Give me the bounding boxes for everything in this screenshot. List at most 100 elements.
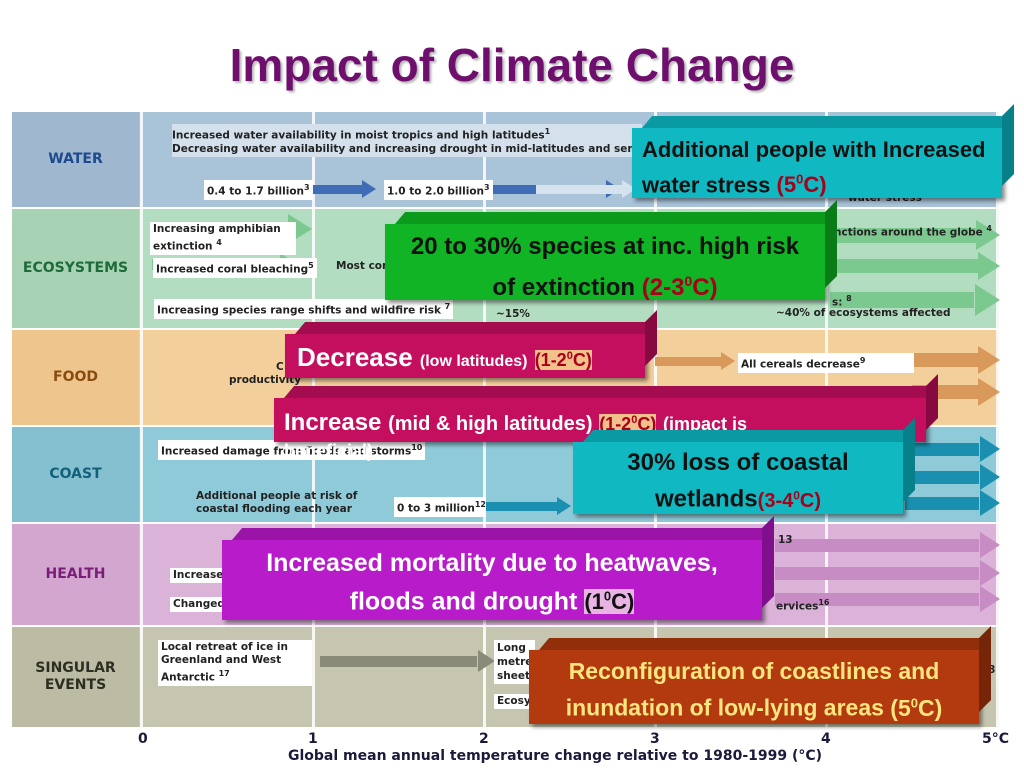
sector-label-food: FOOD (12, 330, 139, 425)
callout-coast-face: 30% loss of coastal wetlands(3-40C) (573, 442, 903, 514)
callout-singular-top (539, 638, 992, 650)
sector-label-coast: COAST (12, 427, 139, 522)
impact-arrow (905, 464, 1000, 490)
callout-food-dec-top (295, 322, 658, 334)
impact-arrow (905, 490, 1000, 516)
arrow-head-icon (980, 464, 1000, 490)
arrow-shaft (486, 501, 557, 511)
arrow-head-icon (478, 650, 495, 672)
eco-coral-text: Increased coral bleaching5 (153, 258, 317, 278)
impact-arrow (536, 180, 636, 198)
coast-damage-text: Increased damage from floods and storms1… (158, 440, 426, 460)
arrow-head-icon (978, 346, 1000, 374)
arrow-head-icon (980, 560, 1000, 586)
impact-arrow (830, 284, 1000, 316)
singular-long-text: Long metre sheet (494, 640, 536, 684)
impact-arrow (296, 180, 376, 198)
impact-arrow (775, 560, 1000, 586)
axis-tick-4: 4 (821, 731, 831, 747)
eco-coral-text-2: Most cor (336, 260, 388, 272)
arrow-head-icon (721, 352, 735, 370)
arrow-shaft (912, 353, 978, 367)
arrow-head-icon (978, 252, 1000, 280)
callout-water-stress: Additional people with Increased water s… (632, 104, 1015, 198)
health-text-1: Increase (170, 568, 227, 583)
arrow-head-icon (976, 220, 1000, 250)
axis-tick-2: 2 (479, 731, 489, 747)
water-impact-text-1: Increased water availability in moist tr… (172, 124, 642, 157)
arrow-head-icon (980, 532, 1000, 558)
arrow-shaft (830, 292, 975, 308)
water-range-2: 1.0 to 2.0 billion3 (384, 180, 493, 200)
arrow-head-icon (978, 378, 1000, 406)
water-range-1: 0.4 to 1.7 billion3 (204, 180, 313, 200)
axis-tick-0: 0 (138, 731, 148, 747)
impact-arrow (775, 586, 1000, 612)
axis-tick-5: 5°C (982, 731, 1010, 747)
impact-arrow (912, 346, 1000, 374)
callout-health-face: Increased mortality due to heatwaves, flo… (222, 540, 762, 620)
eco-right-text-2: s: 8 (832, 294, 852, 309)
arrow-shaft (775, 538, 980, 552)
sector-label-singular-events: SINGULAR EVENTS (12, 627, 139, 727)
arrow-head-icon (557, 497, 571, 515)
impact-arrow (775, 532, 1000, 558)
callout-singular-side (979, 626, 991, 712)
arrow-head-icon (975, 284, 1000, 316)
eco-right-text-1: nctions around the globe 4 (834, 224, 992, 239)
callout-health-top (232, 528, 775, 540)
callout-water-face: Additional people with Increased water s… (632, 128, 1002, 198)
eco-pct-15: ~15% (496, 308, 530, 320)
arrow-shaft (830, 259, 978, 273)
coast-people-text: Additional people at risk of coastal flo… (196, 490, 358, 515)
callout-eco-side (825, 200, 837, 288)
callout-food-inc-top (284, 386, 939, 398)
callout-singular-coastlines: Reconfiguration of coastlines and inundat… (529, 626, 992, 724)
singular-eco-text: Ecosy (494, 694, 534, 709)
arrow-shaft (905, 496, 980, 510)
arrow-head-icon (362, 180, 376, 198)
gridline-0 (140, 112, 143, 727)
callout-coast-side (903, 418, 915, 502)
callout-food-increase-overflow: beneficial) (284, 441, 374, 461)
callout-water-top (642, 116, 1015, 128)
coast-range-text: 0 to 3 million12 (394, 497, 486, 517)
eco-amphibian-text: Increasing amphibian extinction 4 (150, 222, 296, 255)
impact-arrow (320, 650, 495, 672)
arrow-shaft (655, 356, 721, 366)
callout-eco-face: 20 to 30% species at inc. high risk of e… (385, 224, 825, 301)
health-text-2: Changed (170, 597, 228, 612)
callout-health-side (762, 516, 774, 608)
arrow-shaft (905, 442, 980, 456)
callout-singular-face: Reconfiguration of coastlines and inundat… (529, 650, 979, 724)
health-services-text: ervices16 (776, 598, 830, 613)
axis-title: Global mean annual temperature change re… (288, 748, 823, 764)
arrow-head-icon (980, 586, 1000, 612)
impact-arrow (905, 436, 1000, 462)
eco-pct-40: ~40% of ecosystems affected (776, 307, 951, 319)
sector-label-water: WATER (12, 112, 139, 207)
food-left-text: C (276, 361, 284, 373)
gridline-5 (996, 112, 999, 727)
callout-ecosystems-extinction: 20 to 30% species at inc. high risk of e… (385, 200, 838, 301)
arrow-shaft (775, 592, 980, 606)
impact-arrow (830, 252, 1000, 280)
callout-food-decrease: Decrease (low latitudes) (1-20C) (285, 310, 658, 378)
arrow-shaft (536, 184, 622, 194)
sector-label-ecosystems: ECOSYSTEMS (12, 209, 139, 328)
health-ref-13: 13 (778, 534, 793, 546)
impact-arrow (486, 497, 571, 515)
singular-right-ref: 8 (988, 664, 996, 676)
arrow-shaft (296, 184, 362, 194)
callout-coast-wetlands: 30% loss of coastal wetlands(3-40C) (573, 418, 916, 514)
callout-water-side (1002, 104, 1014, 186)
food-left-text-2: productivity (229, 374, 302, 386)
arrow-shaft (775, 566, 980, 580)
impact-arrow (655, 352, 735, 370)
callout-food-dec-face: Decrease (low latitudes) (1-20C) (285, 334, 645, 378)
singular-ice-text: Local retreat of ice in Greenland and We… (158, 640, 312, 686)
arrow-head-icon (980, 490, 1000, 516)
sector-label-health: HEALTH (12, 524, 139, 625)
page-title: Impact of Climate Change (229, 39, 795, 91)
callout-health-mortality: Increased mortality due to heatwaves, flo… (222, 516, 775, 620)
